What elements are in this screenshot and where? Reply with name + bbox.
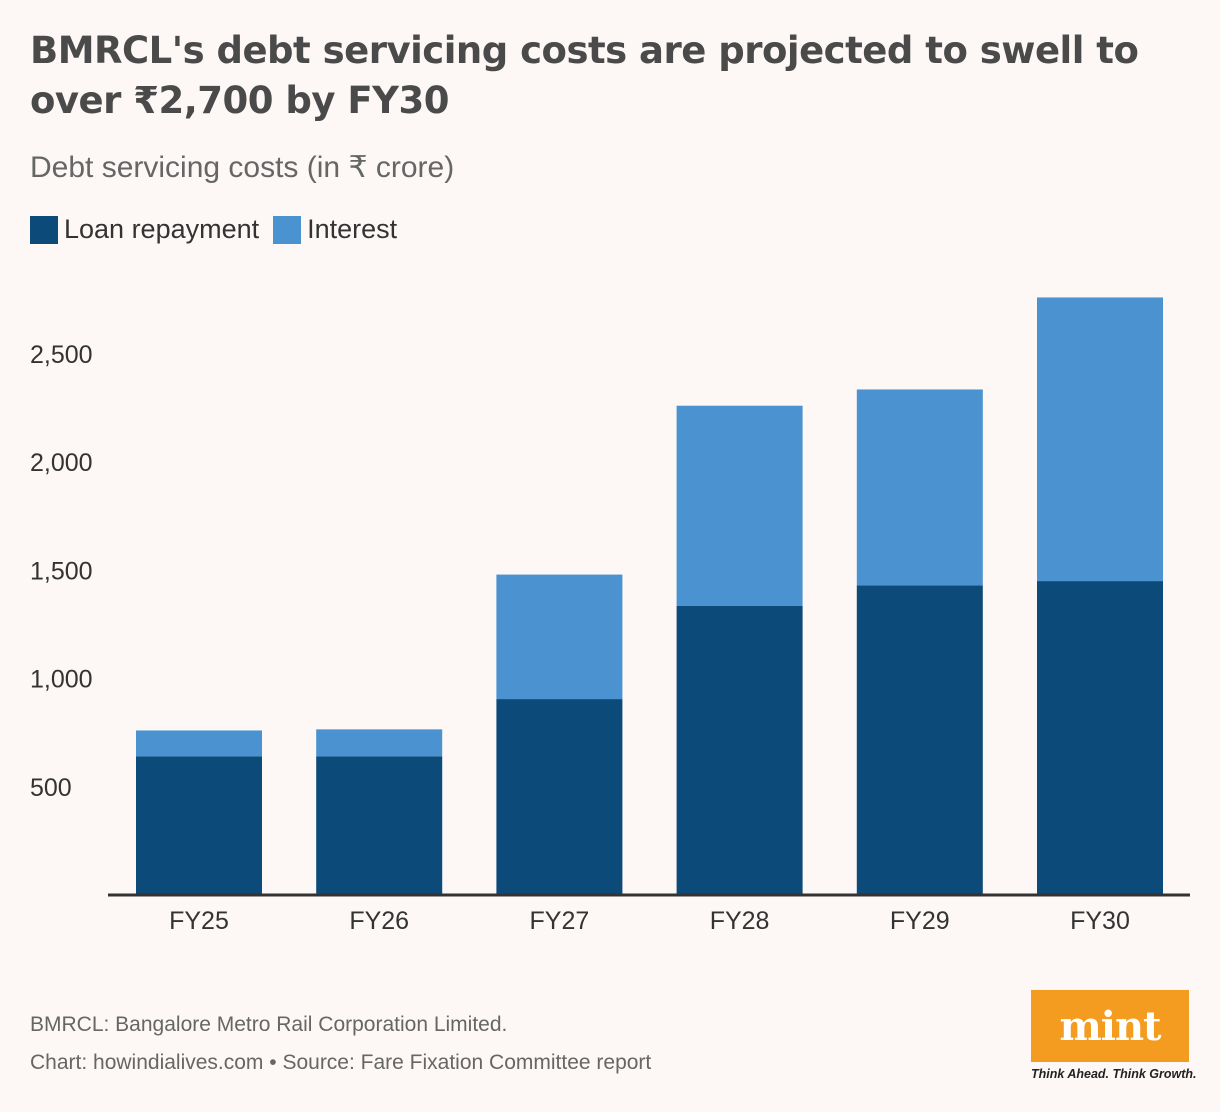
x-tick-label: FY27 <box>530 907 590 935</box>
bar-interest <box>136 730 262 757</box>
y-tick-label: 1,000 <box>30 666 93 694</box>
mint-tagline: Think Ahead. Think Growth. <box>1031 1067 1197 1081</box>
legend-item-interest: Interest <box>273 214 397 245</box>
bar-interest <box>316 729 443 757</box>
legend-swatch-interest <box>273 215 302 244</box>
legend-label-interest: Interest <box>307 214 398 244</box>
bar-interest <box>496 574 623 700</box>
legend-label-loan: Loan repayment <box>64 214 260 244</box>
mint-logo-text: mint <box>1059 1002 1161 1050</box>
y-tick-label: 2,000 <box>30 449 93 477</box>
bar-loan-repayment <box>1037 581 1163 895</box>
bar-loan-repayment <box>496 699 623 895</box>
x-tick-label: FY25 <box>169 907 229 935</box>
legend-swatch-loan <box>30 215 58 244</box>
bar-interest <box>676 405 803 606</box>
bar-loan-repayment <box>676 605 803 895</box>
chart-legend: Loan repayment Interest <box>30 214 397 245</box>
y-tick-label: 1,500 <box>30 557 93 585</box>
bar-interest <box>856 389 983 586</box>
footnote-abbreviation: BMRCL: Bangalore Metro Rail Corporation … <box>30 1013 508 1036</box>
x-tick-label: FY28 <box>710 907 770 935</box>
bar-loan-repayment <box>856 585 983 895</box>
x-tick-label: FY30 <box>1070 907 1130 935</box>
bar-loan-repayment <box>316 756 443 895</box>
x-tick-label: FY26 <box>349 907 409 935</box>
legend-item-loan: Loan repayment <box>30 214 259 245</box>
bar-interest <box>1037 297 1163 582</box>
stacked-bar-chart: 500 1,000 1,500 2,000 2,500 FY25 FY26 FY27 FY28 F… <box>30 297 1190 935</box>
chart-subtitle: Debt servicing costs (in ₹ crore) <box>30 151 455 184</box>
bar-loan-repayment <box>136 756 262 895</box>
mint-logo: mint <box>1031 990 1189 1062</box>
y-tick-label: 500 <box>30 774 72 802</box>
footnote-source: Chart: howindialives.com • Source: Fare … <box>30 1051 652 1074</box>
chart-title: BMRCL's debt servicing costs are project… <box>30 29 1139 122</box>
y-tick-label: 2,500 <box>30 341 93 369</box>
x-tick-label: FY29 <box>890 907 950 935</box>
